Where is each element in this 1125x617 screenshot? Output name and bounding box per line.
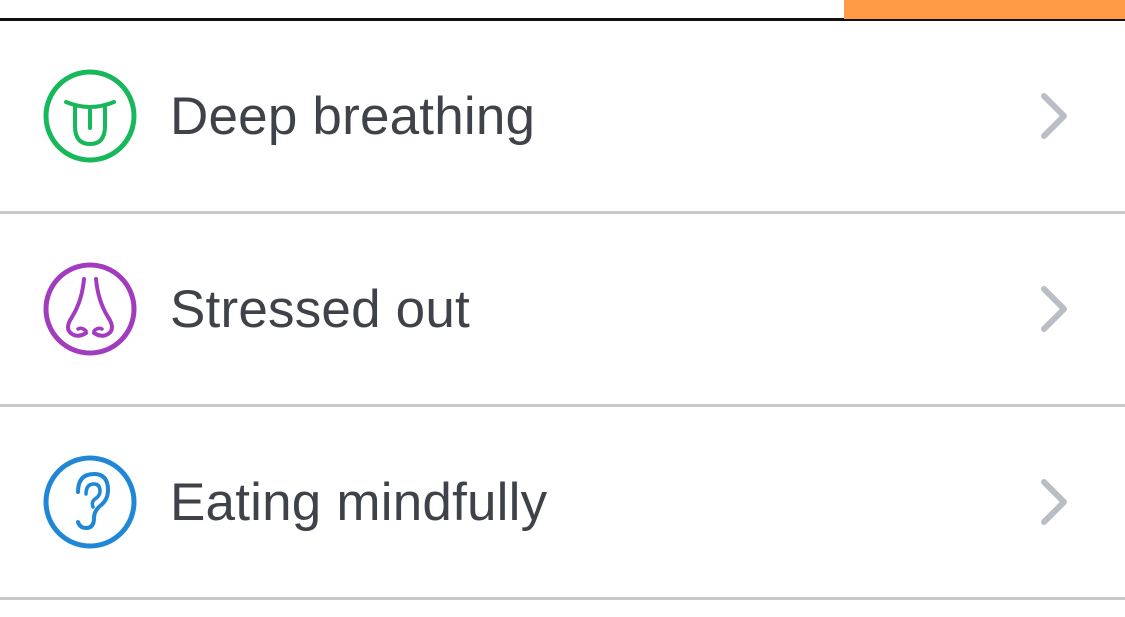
list-item-label: Stressed out xyxy=(170,279,470,339)
orange-tab-indicator xyxy=(844,0,1125,19)
top-bar xyxy=(0,0,1125,22)
list-item-label: Eating mindfully xyxy=(170,472,548,532)
list-item-eating-mindfully[interactable]: Eating mindfully xyxy=(0,407,1125,600)
chevron-right-icon xyxy=(1036,92,1072,140)
list-item-deep-breathing[interactable]: Deep breathing xyxy=(0,21,1125,214)
sense-list: Deep breathing Stressed out xyxy=(0,21,1125,600)
chevron-right-icon xyxy=(1036,478,1072,526)
list-item-label: Deep breathing xyxy=(170,86,536,146)
ear-icon xyxy=(42,454,138,550)
tongue-face-icon xyxy=(42,68,138,164)
chevron-right-icon xyxy=(1036,285,1072,333)
list-item-stressed-out[interactable]: Stressed out xyxy=(0,214,1125,407)
nose-icon xyxy=(42,261,138,357)
top-divider xyxy=(0,18,1125,21)
